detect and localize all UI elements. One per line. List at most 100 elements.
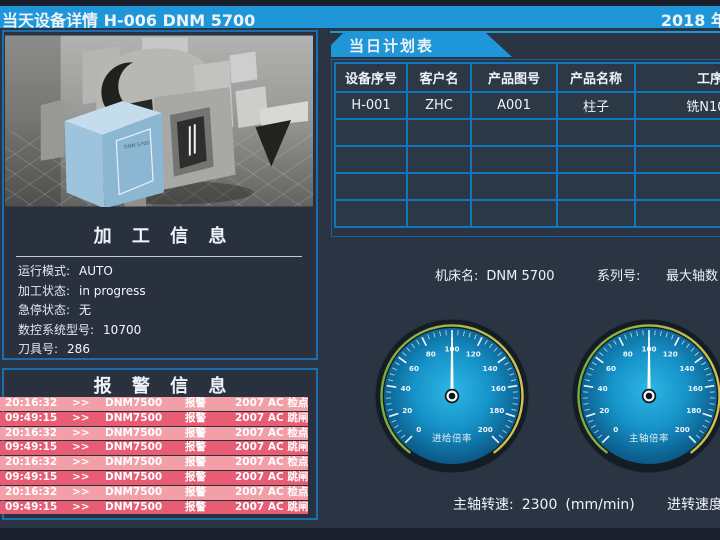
- alarm-arrow: >>: [72, 397, 90, 409]
- alarm-type: 报警: [185, 500, 206, 513]
- processing-info-fields: 运行模式: AUTO 加工状态: in progress 急停状态: 无 数控系统型号…: [18, 262, 146, 360]
- machine-3d-image: DNM 5700: [5, 35, 313, 207]
- spindle-speed-unit: (mm/min): [565, 497, 635, 513]
- alarm-arrow: >>: [72, 441, 90, 454]
- alarm-row[interactable]: 20:16:32 >> DNM7500 报警 2007 AC 检点: [0, 426, 308, 441]
- machine-name-value: DNM 5700: [486, 269, 555, 284]
- table-cell: [406, 172, 472, 201]
- field-label: 急停状态:: [18, 303, 71, 318]
- alarm-row[interactable]: 09:49:15 >> DNM7500 报警 2007 AC 跳闸: [0, 500, 308, 515]
- svg-text:40: 40: [401, 384, 411, 393]
- max-axes-label: 最大轴数: [666, 269, 719, 284]
- alarm-device: DNM7500: [105, 485, 163, 498]
- field-label: 数控系统型号:: [18, 322, 95, 337]
- machine-name: 机床名: DNM 5700: [435, 265, 555, 284]
- alarm-detail: 2007 AC 跳闸: [235, 441, 308, 454]
- plan-table-body: H-001ZHCA001柱子铣N100: [334, 91, 720, 228]
- alarm-panel: 报 警 信 息 20:16:32 >> DNM7500 报警 2007 AC 检点 09:…: [0, 368, 318, 520]
- alarm-time: 09:49:15: [5, 470, 58, 483]
- alarm-type: 报警: [185, 470, 206, 483]
- alarm-device: DNM7500: [105, 500, 163, 513]
- alarm-arrow: >>: [72, 500, 90, 513]
- table-cell: [634, 199, 720, 228]
- table-cell: [634, 145, 720, 174]
- table-cell: [470, 199, 558, 228]
- alarm-device: DNM7500: [105, 456, 163, 469]
- column-header: 设备序号: [334, 62, 408, 93]
- field-value: AUTO: [79, 264, 113, 278]
- alarm-type: 报警: [185, 441, 206, 454]
- alarm-type: 报警: [185, 397, 206, 409]
- svg-text:20: 20: [599, 406, 609, 415]
- field-label: 刀具号:: [18, 342, 59, 357]
- svg-text:180: 180: [489, 406, 504, 415]
- spindle-speed: 主轴转速: 2300 (mm/min): [453, 494, 635, 514]
- alarm-row[interactable]: 20:16:32 >> DNM7500 报警 2007 AC 检点: [0, 485, 308, 500]
- field-value: 10700: [103, 322, 142, 337]
- top-edge-strip: [0, 0, 720, 6]
- svg-text:160: 160: [491, 384, 506, 393]
- svg-text:200: 200: [675, 425, 690, 434]
- feed-speed-label: 进转速度: [667, 497, 720, 513]
- alarm-list: 20:16:32 >> DNM7500 报警 2007 AC 检点 09:49:15 >> D…: [0, 397, 308, 515]
- svg-text:80: 80: [426, 350, 436, 359]
- table-row[interactable]: [334, 118, 720, 147]
- alarm-time: 09:49:15: [5, 500, 58, 513]
- svg-text:120: 120: [663, 350, 678, 359]
- svg-text:200: 200: [478, 425, 493, 434]
- table-cell: 铣N100: [634, 91, 720, 120]
- alarm-detail: 2007 AC 跳闸: [235, 470, 308, 483]
- gauge-feed-override: 020406080100120140160180200进给倍率: [374, 318, 530, 474]
- speed-line: 主轴转速: 2300 (mm/min) 进转速度: [330, 494, 720, 514]
- header-date: 2018 年: [660, 11, 720, 30]
- alarm-arrow: >>: [72, 470, 90, 483]
- table-cell: [470, 118, 558, 147]
- svg-text:120: 120: [466, 350, 481, 359]
- alarm-row[interactable]: 09:49:15 >> DNM7500 报警 2007 AC 跳闸: [0, 441, 308, 456]
- table-cell: [406, 145, 472, 174]
- gauge-label: 主轴倍率: [629, 433, 669, 445]
- column-header: 工序: [634, 62, 720, 93]
- table-row[interactable]: [334, 172, 720, 201]
- table-cell: [334, 145, 408, 174]
- alarm-detail: 2007 AC 检点: [235, 485, 308, 498]
- alarm-device: DNM7500: [105, 441, 163, 454]
- alarm-time: 20:16:32: [5, 426, 58, 439]
- machine-model-label: DNM 5700: [124, 140, 151, 150]
- alarm-detail: 2007 AC 跳闸: [235, 500, 308, 513]
- column-header: 产品名称: [556, 62, 636, 93]
- field-tool-number: 刀具号: 286: [18, 340, 146, 360]
- table-cell: [634, 172, 720, 201]
- table-row[interactable]: [334, 145, 720, 174]
- svg-text:160: 160: [688, 384, 703, 393]
- panel-top-line: [330, 31, 720, 33]
- machine-info-panel: DNM 5700 加 工 信 息 运行模式: AUTO 加工状态: in progr…: [2, 30, 318, 360]
- alarm-arrow: >>: [72, 456, 90, 469]
- cnc-machine-render: DNM 5700: [40, 37, 309, 207]
- svg-text:0: 0: [613, 425, 618, 434]
- alarm-type: 报警: [185, 485, 206, 498]
- table-cell: [406, 118, 472, 147]
- table-row[interactable]: H-001ZHCA001柱子铣N100: [334, 91, 720, 120]
- series-number: 系列号:: [597, 265, 648, 284]
- svg-text:180: 180: [686, 406, 701, 415]
- table-row[interactable]: [334, 199, 720, 228]
- alarm-row[interactable]: 09:49:15 >> DNM7500 报警 2007 AC 跳闸: [0, 411, 308, 426]
- table-cell: [634, 118, 720, 147]
- alarm-row[interactable]: 20:16:32 >> DNM7500 报警 2007 AC 检点: [0, 456, 308, 470]
- alarm-row[interactable]: 09:49:15 >> DNM7500 报警 2007 AC 跳闸: [0, 470, 308, 485]
- tab-daily-plan[interactable]: 当日计划表: [331, 33, 512, 57]
- alarm-row[interactable]: 20:16:32 >> DNM7500 报警 2007 AC 检点: [0, 397, 308, 411]
- alarm-arrow: >>: [72, 411, 90, 424]
- table-cell: [556, 172, 636, 201]
- table-cell: [556, 118, 636, 147]
- alarm-title: 报 警 信 息: [93, 376, 234, 397]
- field-label: 加工状态:: [18, 283, 71, 298]
- machine-name-line: 机床名: DNM 5700 系列号: 最大轴数: [330, 265, 720, 284]
- table-cell: [556, 145, 636, 174]
- table-cell: [470, 172, 558, 201]
- svg-text:20: 20: [402, 406, 412, 415]
- alarm-time: 20:16:32: [5, 485, 58, 498]
- spindle-speed-value: 2300: [521, 497, 558, 513]
